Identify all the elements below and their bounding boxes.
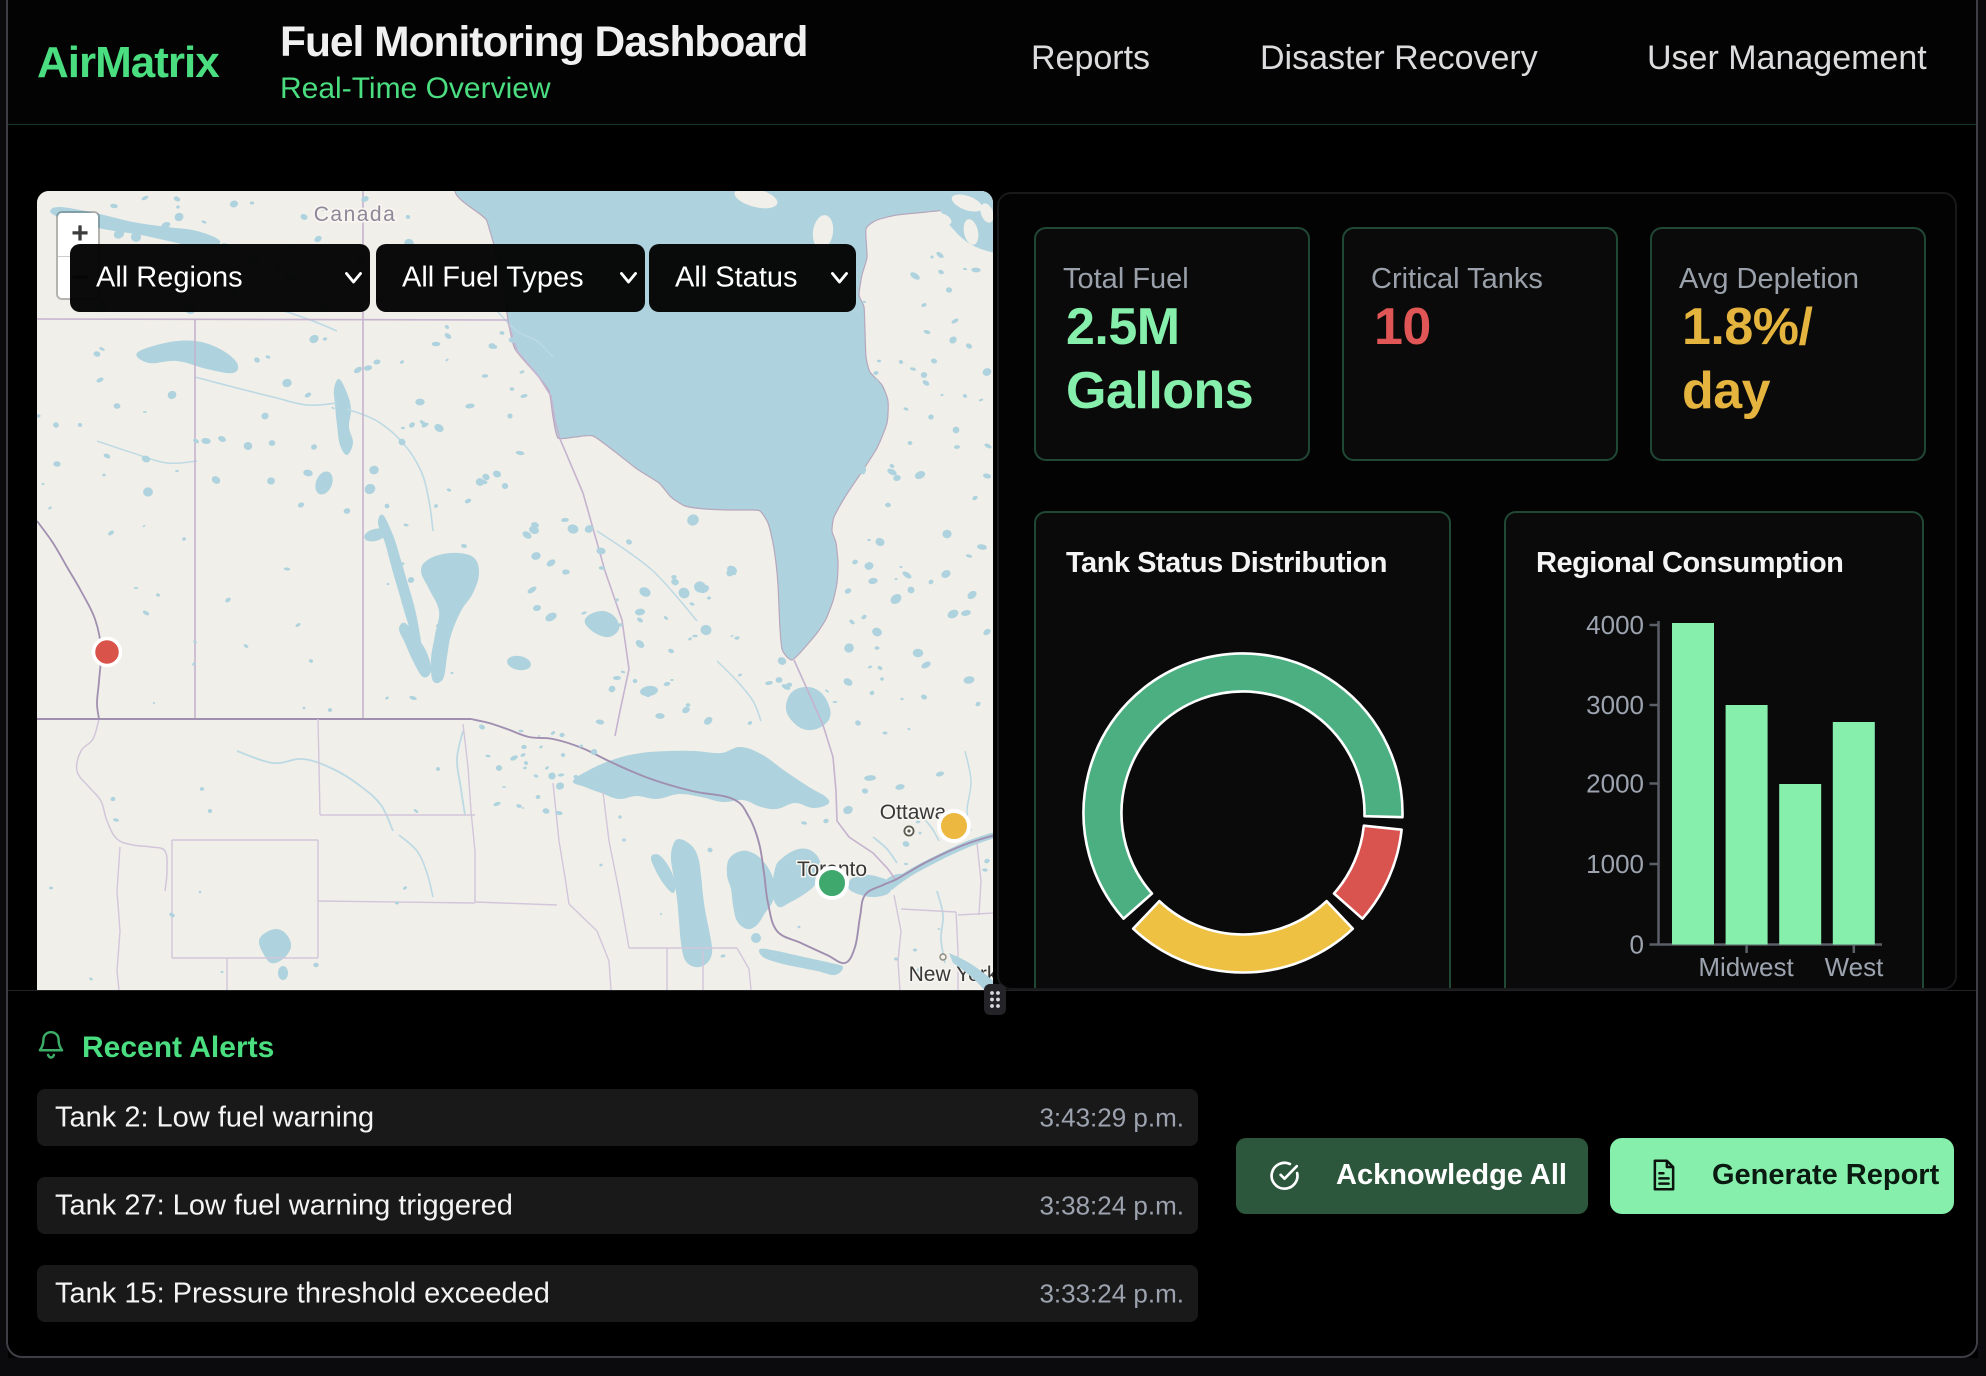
svg-text:Ottawa: Ottawa xyxy=(880,801,947,824)
svg-text:Canada: Canada xyxy=(314,203,397,226)
svg-text:0: 0 xyxy=(1630,930,1644,960)
svg-text:West: West xyxy=(1825,952,1885,982)
svg-text:4000: 4000 xyxy=(1586,610,1644,640)
svg-text:Midwest: Midwest xyxy=(1698,952,1794,982)
svg-text:3000: 3000 xyxy=(1586,690,1644,720)
svg-text:2000: 2000 xyxy=(1586,769,1644,799)
svg-text:1000: 1000 xyxy=(1586,849,1644,879)
